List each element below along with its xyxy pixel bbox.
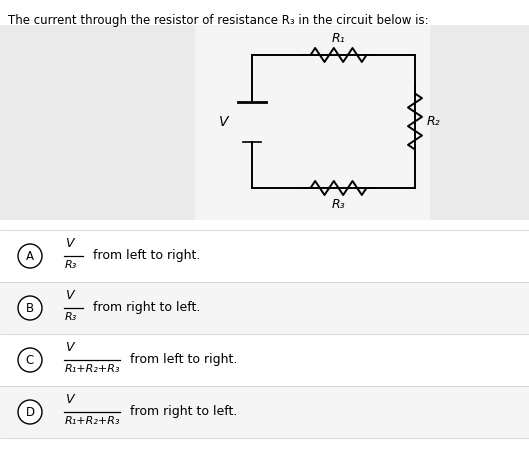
- Text: C: C: [26, 354, 34, 366]
- Text: from left to right.: from left to right.: [93, 249, 200, 262]
- FancyBboxPatch shape: [0, 386, 529, 438]
- Text: from right to left.: from right to left.: [130, 405, 238, 418]
- Text: V: V: [65, 341, 74, 354]
- Circle shape: [18, 296, 42, 320]
- Text: R₁: R₁: [332, 32, 345, 45]
- Circle shape: [18, 348, 42, 372]
- Text: V: V: [65, 393, 74, 406]
- FancyBboxPatch shape: [0, 230, 529, 282]
- FancyBboxPatch shape: [195, 25, 430, 220]
- Text: V: V: [65, 289, 74, 302]
- FancyBboxPatch shape: [0, 25, 195, 220]
- Text: A: A: [26, 249, 34, 262]
- Text: V: V: [219, 114, 229, 129]
- Text: R₂: R₂: [427, 115, 441, 128]
- Text: R₃: R₃: [332, 198, 345, 211]
- Text: The current through the resistor of resistance R₃ in the circuit below is:: The current through the resistor of resi…: [8, 14, 428, 27]
- Text: B: B: [26, 302, 34, 315]
- Circle shape: [18, 400, 42, 424]
- Text: R₃: R₃: [65, 312, 77, 322]
- Text: D: D: [25, 405, 34, 418]
- FancyBboxPatch shape: [0, 282, 529, 334]
- Text: from left to right.: from left to right.: [130, 354, 238, 366]
- FancyBboxPatch shape: [0, 334, 529, 386]
- Text: R₃: R₃: [65, 260, 77, 270]
- Text: from right to left.: from right to left.: [93, 302, 200, 315]
- FancyBboxPatch shape: [430, 25, 529, 220]
- Circle shape: [18, 244, 42, 268]
- Text: R₁+R₂+R₃: R₁+R₂+R₃: [65, 364, 121, 374]
- Text: V: V: [65, 237, 74, 250]
- Text: R₁+R₂+R₃: R₁+R₂+R₃: [65, 416, 121, 426]
